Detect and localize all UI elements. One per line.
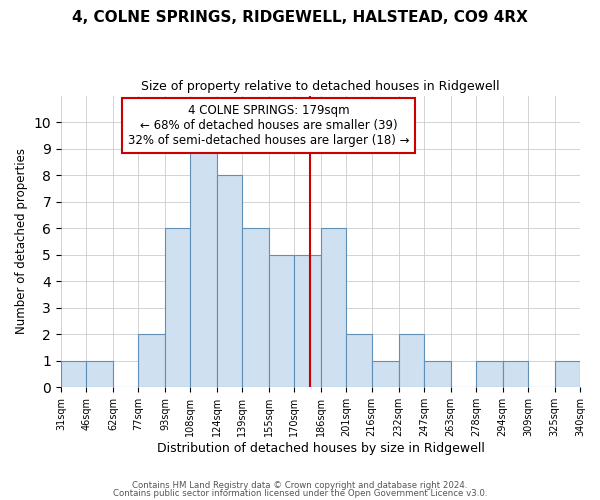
Text: 4 COLNE SPRINGS: 179sqm
← 68% of detached houses are smaller (39)
32% of semi-de: 4 COLNE SPRINGS: 179sqm ← 68% of detache…	[128, 104, 409, 148]
Bar	[503, 361, 528, 388]
Bar	[321, 228, 346, 388]
Bar	[190, 148, 217, 388]
Bar	[86, 361, 113, 388]
Text: 4, COLNE SPRINGS, RIDGEWELL, HALSTEAD, CO9 4RX: 4, COLNE SPRINGS, RIDGEWELL, HALSTEAD, C…	[72, 10, 528, 25]
Bar	[165, 228, 190, 388]
Y-axis label: Number of detached properties: Number of detached properties	[15, 148, 28, 334]
Bar	[424, 361, 451, 388]
X-axis label: Distribution of detached houses by size in Ridgewell: Distribution of detached houses by size …	[157, 442, 484, 455]
Bar	[476, 361, 503, 388]
Title: Size of property relative to detached houses in Ridgewell: Size of property relative to detached ho…	[141, 80, 500, 93]
Text: Contains HM Land Registry data © Crown copyright and database right 2024.: Contains HM Land Registry data © Crown c…	[132, 481, 468, 490]
Text: Contains public sector information licensed under the Open Government Licence v3: Contains public sector information licen…	[113, 488, 487, 498]
Bar	[61, 361, 86, 388]
Bar	[138, 334, 165, 388]
Bar	[398, 334, 424, 388]
Bar	[371, 361, 398, 388]
Bar	[269, 254, 295, 388]
Bar	[295, 254, 321, 388]
Bar	[217, 175, 242, 388]
Bar	[346, 334, 371, 388]
Bar	[555, 361, 580, 388]
Bar	[242, 228, 269, 388]
